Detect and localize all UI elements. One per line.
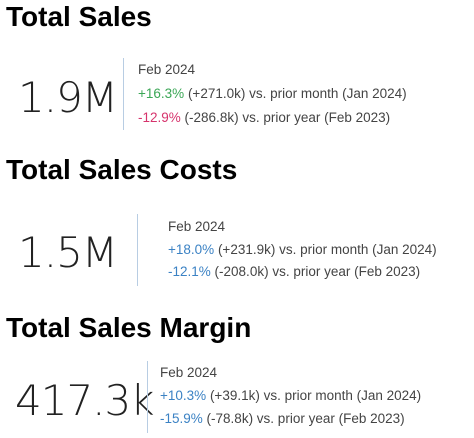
separator — [147, 361, 148, 433]
change: -15.9% — [160, 411, 203, 426]
detail: (-78.8k) vs. prior year (Feb 2023) — [206, 411, 405, 426]
card-title: Total Sales — [6, 1, 152, 32]
change: +16.3% — [138, 86, 185, 101]
comparison: +16.3% (+271.0k) vs. prior month (Jan 20… — [138, 87, 407, 101]
period: Feb 2024 — [168, 219, 226, 234]
kpi-value: 417.3k — [15, 376, 155, 425]
detail: (-286.8k) vs. prior year (Feb 2023) — [184, 110, 391, 125]
comparison: -15.9% (-78.8k) vs. prior year (Feb 2023… — [160, 412, 405, 426]
card-title: Total Sales Costs — [6, 154, 238, 185]
comparison: -12.1% (-208.0k) vs. prior year (Feb 202… — [168, 265, 420, 279]
detail: (-208.0k) vs. prior year (Feb 2023) — [214, 264, 421, 279]
separator — [137, 214, 138, 286]
change: -12.1% — [168, 264, 211, 279]
detail: (+39.1k) vs. prior month (Jan 2024) — [209, 388, 422, 403]
detail: (+271.0k) vs. prior month (Jan 2024) — [187, 86, 407, 101]
period: Feb 2024 — [138, 62, 196, 77]
card-title: Total Sales Margin — [6, 312, 252, 343]
change: -12.9% — [138, 110, 181, 125]
comparison: +18.0% (+231.9k) vs. prior month (Jan 20… — [168, 243, 437, 257]
kpi-value: 1.5M — [18, 228, 118, 277]
kpi-value: 1.9M — [18, 73, 118, 122]
comparison: +10.3% (+39.1k) vs. prior month (Jan 202… — [160, 389, 421, 403]
period: Feb 2024 — [160, 365, 218, 380]
comparison: -12.9% (-286.8k) vs. prior year (Feb 202… — [138, 111, 390, 125]
separator — [123, 58, 124, 130]
change: +18.0% — [168, 242, 215, 257]
detail: (+231.9k) vs. prior month (Jan 2024) — [217, 242, 437, 257]
change: +10.3% — [160, 388, 207, 403]
